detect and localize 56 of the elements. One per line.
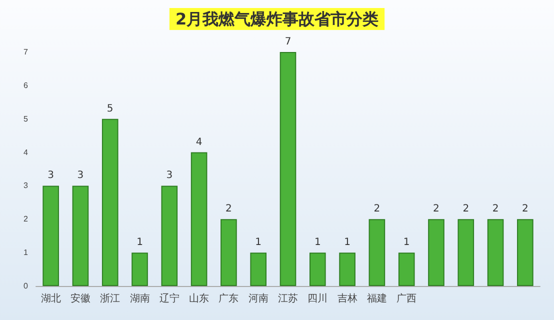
bar [220,219,237,286]
y-tick-label: 6 [24,80,29,90]
bar [161,186,178,286]
bar [250,252,267,286]
data-label: 2 [226,204,232,215]
y-tick-label: 0 [24,282,29,290]
data-label: 1 [136,237,143,248]
x-tick-label: 浙江 [100,292,120,304]
data-label: 3 [48,170,54,182]
data-label: 2 [374,204,380,215]
data-label: 2 [522,204,528,215]
data-label: 1 [344,237,350,248]
bar [72,186,89,286]
x-tick-label: 福建 [366,292,387,304]
y-tick-label: 7 [24,48,29,56]
bar [517,219,534,286]
x-tick-label: 河南 [248,292,268,304]
x-tick-label: 湖北 [40,292,61,304]
data-label: 2 [433,204,440,215]
data-label: 1 [403,237,410,248]
data-label: 7 [284,36,292,48]
x-tick-label: 广东 [218,292,239,304]
x-tick-label: 四川 [308,292,328,304]
bar [309,252,326,286]
bar [132,252,148,286]
x-tick-label: 湖南 [130,292,150,304]
data-label: 2 [462,204,470,215]
bar [458,219,474,286]
x-tick-label: 江苏 [278,292,298,304]
chart-title: 2月我燃气爆炸事故省市分类 [175,10,379,28]
data-label: 5 [106,103,114,114]
data-label: 3 [166,170,173,182]
data-label: 1 [314,237,321,248]
y-tick-label: 3 [24,181,29,190]
data-label: 2 [492,204,499,215]
x-tick-label: 吉林 [337,292,358,304]
bar [487,219,504,286]
data-label: 4 [196,136,202,148]
x-tick-label: 山东 [189,292,210,304]
bar [280,52,296,286]
y-tick-label: 5 [24,114,29,124]
x-tick-label: 辽宁 [159,292,180,304]
bar [398,252,415,286]
data-label: 1 [255,237,262,248]
x-tick-label: 广西 [396,292,417,304]
y-tick-label: 2 [24,214,29,224]
bar [339,252,356,286]
data-label: 3 [77,170,84,182]
bar [428,219,444,286]
bar [190,152,208,286]
y-tick-label: 4 [24,148,29,157]
y-tick-label: 1 [24,248,29,258]
bar [368,219,386,286]
bar [102,118,118,286]
bar [42,186,59,286]
x-tick-label: 安徽 [70,292,90,304]
